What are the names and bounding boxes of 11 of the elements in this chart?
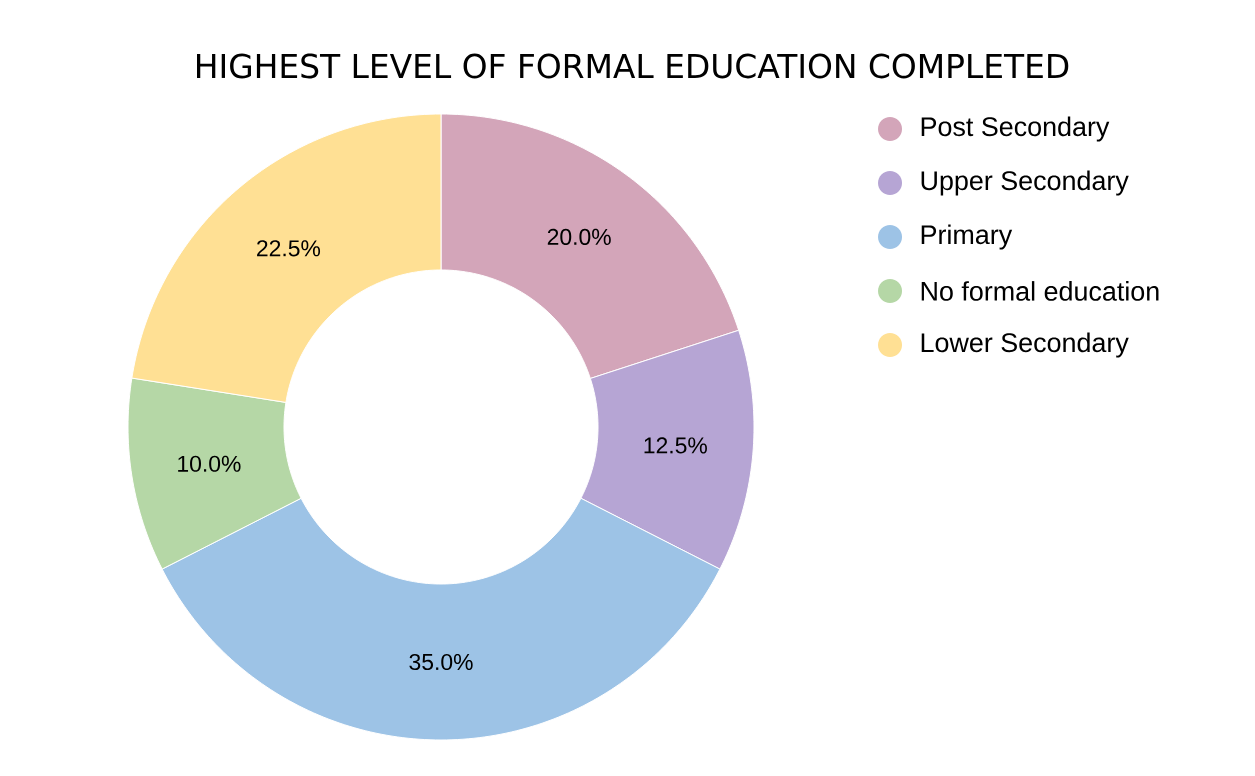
- data-label: 20.0%: [547, 228, 611, 245]
- legend-label: Lower Secondary: [921, 332, 1129, 358]
- data-label: 35.0%: [409, 653, 473, 671]
- legend-label: No formal education: [921, 281, 1159, 301]
- data-label: 10.0%: [178, 455, 241, 472]
- data-label: 22.5%: [257, 240, 321, 257]
- data-label: 12.5%: [644, 437, 707, 454]
- legend-label: Upper Secondary: [921, 170, 1129, 196]
- chart-title: HIGHEST LEVEL OF FORMAL EDUCATION COMPLETED: [197, 53, 1069, 79]
- legend-label: Post Secondary: [921, 116, 1110, 142]
- legend-label: Primary: [921, 224, 1013, 250]
